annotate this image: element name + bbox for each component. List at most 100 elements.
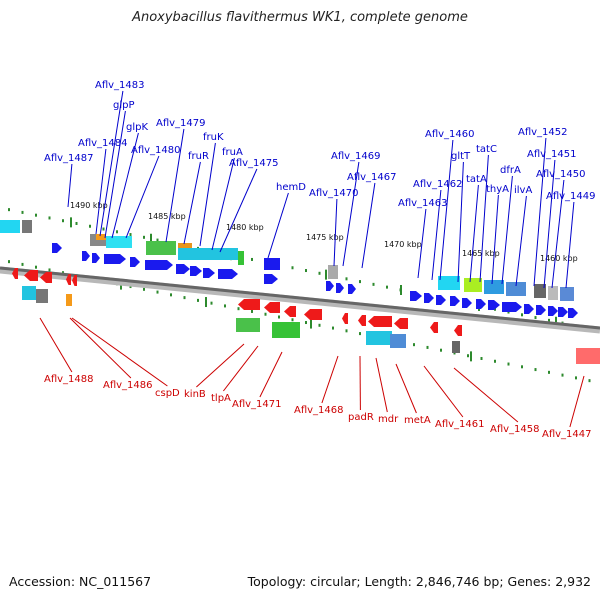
leader-line (469, 184, 479, 283)
major-tick (150, 233, 152, 244)
tick-mark (345, 277, 348, 281)
genome-title: Anoxybacillus flavithermus WK1, complete… (132, 10, 468, 25)
tick-mark (75, 221, 78, 225)
forward-gene (104, 254, 126, 264)
tick-mark (251, 257, 253, 261)
leader-line (125, 155, 160, 239)
tick-mark (359, 280, 361, 284)
leader-line (223, 345, 259, 392)
tick-mark (507, 362, 510, 366)
leader-line (479, 154, 489, 283)
forward-gene (568, 308, 578, 318)
tick-mark (156, 238, 159, 242)
forward-gene (450, 296, 460, 306)
forward-gene-label: tatA (466, 174, 487, 185)
forward-gene (548, 306, 558, 316)
tick-mark (588, 379, 591, 383)
gene-cds-box (178, 248, 238, 260)
gene-cds-box (106, 236, 132, 248)
leader-line (423, 365, 464, 418)
reverse-gene-label: Aflv_1488 (44, 374, 94, 385)
tick-mark (345, 329, 348, 333)
tick-mark (534, 368, 537, 372)
leader-line (321, 355, 339, 404)
tick-mark (21, 262, 24, 266)
leader-line (453, 367, 519, 423)
leader-line (417, 208, 427, 279)
forward-gene-label: Aflv_1483 (95, 80, 145, 91)
forward-gene-label: Aflv_1460 (425, 129, 475, 140)
reverse-gene (238, 299, 260, 310)
leader-line (491, 194, 499, 285)
leader-line (165, 128, 185, 243)
tick-mark (170, 293, 172, 297)
forward-gene-label: Aflv_1451 (527, 149, 577, 160)
gene-cds-box (484, 280, 504, 294)
reverse-gene (454, 325, 462, 336)
forward-gene (190, 266, 202, 276)
leader-line (183, 161, 201, 245)
reverse-gene-label: Aflv_1468 (294, 405, 344, 416)
tick-mark (291, 318, 294, 322)
forward-gene (558, 307, 568, 317)
tick-mark (440, 348, 442, 352)
reverse-gene-label: padR (348, 412, 374, 423)
forward-gene-label: fruK (203, 132, 224, 143)
tick-mark (116, 230, 118, 234)
tick-mark (386, 285, 388, 289)
tick-mark (305, 269, 307, 273)
forward-gene-label: Aflv_1462 (413, 179, 463, 190)
gene-cds-box (238, 251, 244, 265)
major-tick (70, 217, 72, 228)
forward-gene (82, 251, 90, 261)
gene-cds-box (548, 286, 558, 300)
reverse-gene-label: Aflv_1447 (542, 429, 592, 440)
forward-gene (92, 253, 100, 263)
gene-cds-box (66, 294, 72, 306)
forward-gene (336, 283, 344, 293)
tick-mark (62, 271, 64, 275)
reverse-gene-label: Aflv_1471 (232, 399, 282, 410)
leader-line (501, 175, 513, 285)
leader-line (211, 157, 235, 251)
gene-cds-box (390, 334, 406, 348)
gene-cds-box (452, 341, 460, 353)
reverse-gene (12, 268, 18, 279)
forward-gene (436, 295, 446, 305)
tick-mark (507, 310, 510, 314)
leader-line (543, 159, 556, 289)
tick-mark (359, 332, 361, 336)
tick-mark (183, 296, 186, 300)
leader-line (439, 139, 454, 281)
forward-gene-label: Aflv_1487 (44, 153, 94, 164)
gene-cds-box (464, 278, 482, 292)
forward-gene-label: Aflv_1467 (347, 172, 397, 183)
scale-labels: 1490 kbp 1485 kbp 1480 kbp 1475 kbp 1470 kbp… (70, 201, 578, 263)
leader-line (515, 195, 527, 287)
gene-cds-box (506, 282, 526, 296)
gene-cds-box (328, 265, 338, 279)
tick-mark (21, 210, 24, 214)
leader-line (375, 357, 388, 413)
reverse-gene-label: cspD (155, 388, 180, 399)
gene-cds-box (22, 286, 36, 300)
tick-mark (534, 316, 537, 320)
major-tick (310, 318, 312, 329)
gene-cds-box (272, 322, 300, 338)
reverse-gene-label: Aflv_1486 (103, 380, 153, 391)
forward-gene (326, 281, 334, 291)
forward-gene-label: thyA (486, 184, 509, 195)
reverse-gene-label: kinB (184, 389, 206, 400)
tick-mark (237, 307, 240, 311)
reverse-gene (66, 274, 71, 285)
tick-mark (548, 318, 550, 322)
scale-label: 1485 kbp (148, 212, 186, 221)
tick-mark (548, 370, 550, 374)
forward-gene-label: gltT (451, 151, 471, 162)
reverse-gene (24, 270, 38, 281)
backbone-shadow (0, 266, 600, 334)
leader-line (71, 317, 168, 387)
forward-gene-label: Aflv_1469 (331, 151, 381, 162)
forward-gene (203, 268, 215, 278)
